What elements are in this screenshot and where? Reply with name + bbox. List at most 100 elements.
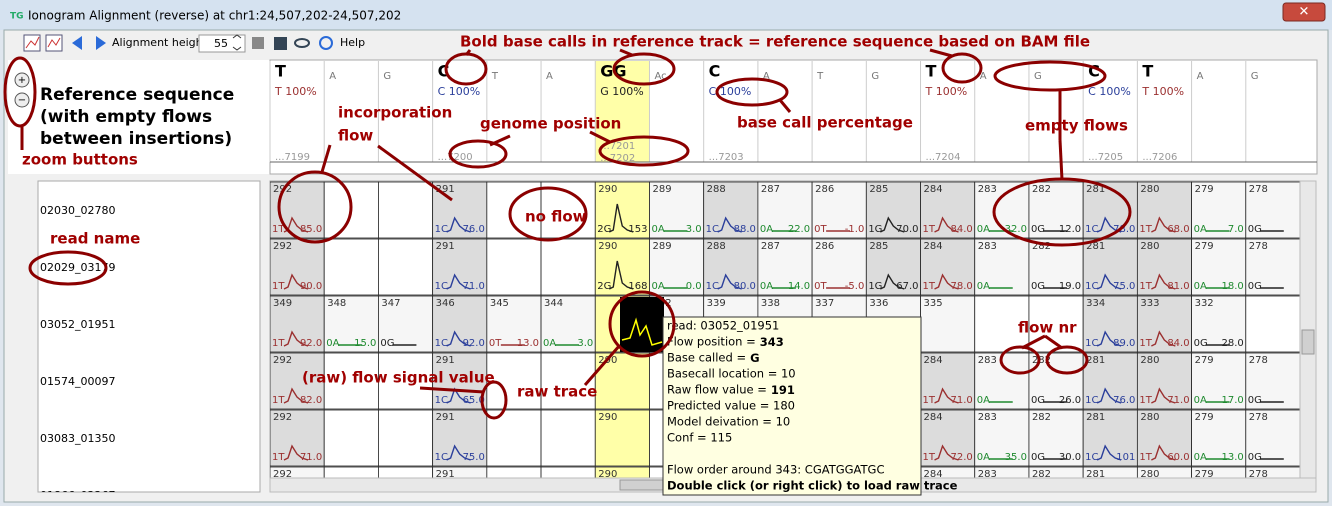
flow-cell[interactable] — [270, 466, 325, 506]
flow-cell[interactable] — [323, 352, 379, 410]
flow-cell[interactable] — [920, 409, 976, 467]
flow-cell[interactable] — [540, 409, 596, 467]
flow-cell[interactable] — [1245, 238, 1300, 296]
flow-cell[interactable] — [920, 466, 976, 506]
flow-cell[interactable] — [378, 466, 434, 506]
flow-cell[interactable] — [865, 238, 921, 296]
read-name[interactable]: 01866_02267 — [40, 489, 116, 502]
flow-cell[interactable] — [594, 238, 650, 296]
link-icon[interactable] — [294, 38, 310, 48]
flow-cell[interactable] — [270, 352, 325, 410]
flow-cell[interactable] — [594, 352, 650, 410]
flow-cell[interactable] — [757, 181, 813, 239]
flow-cell[interactable] — [540, 466, 596, 506]
flow-cell[interactable] — [649, 238, 705, 296]
flow-cell[interactable] — [486, 466, 542, 506]
flow-cell[interactable] — [594, 409, 650, 467]
ann-signal: (raw) flow signal value — [302, 369, 495, 387]
flow-cell[interactable] — [1028, 238, 1084, 296]
flow-cell[interactable] — [1028, 181, 1084, 239]
flow-cell[interactable] — [378, 181, 434, 239]
flow-cell[interactable] — [703, 181, 759, 239]
flow-cell[interactable] — [920, 181, 976, 239]
flow-cell[interactable] — [1136, 238, 1192, 296]
flow-number: 280 — [1140, 412, 1159, 423]
flow-cell[interactable] — [1191, 466, 1247, 506]
flow-cell[interactable] — [323, 238, 379, 296]
flow-cell[interactable] — [703, 238, 759, 296]
flow-cell[interactable] — [1028, 466, 1084, 506]
flow-cell[interactable] — [594, 466, 650, 506]
flow-cell[interactable] — [1191, 295, 1247, 353]
refresh-icon[interactable] — [319, 36, 333, 50]
flow-cell[interactable] — [432, 238, 488, 296]
close-button[interactable] — [1282, 2, 1326, 22]
flow-cell[interactable] — [1245, 352, 1300, 410]
flow-cell[interactable] — [1245, 295, 1300, 353]
flow-cell[interactable] — [1191, 181, 1247, 239]
flow-cell[interactable] — [323, 466, 379, 506]
flow-cell[interactable] — [1136, 409, 1192, 467]
read-name[interactable]: 02030_02780 — [40, 204, 116, 217]
flow-cell[interactable] — [1245, 466, 1300, 506]
flow-cell[interactable] — [270, 409, 325, 467]
flow-cell[interactable] — [1245, 181, 1300, 239]
flow-cell[interactable] — [974, 409, 1030, 467]
next-button[interactable] — [96, 36, 106, 50]
flow-cell[interactable] — [432, 352, 488, 410]
flow-cell[interactable] — [1136, 295, 1192, 353]
flow-cell[interactable] — [649, 181, 705, 239]
flow-cell[interactable] — [974, 466, 1030, 506]
flow-cell[interactable] — [1136, 466, 1192, 506]
flow-cell[interactable] — [920, 238, 976, 296]
base-call: 1T — [923, 224, 936, 235]
flow-cell[interactable] — [540, 238, 596, 296]
read-name[interactable]: 03052_01951 — [40, 318, 116, 331]
flow-cell[interactable] — [1082, 238, 1138, 296]
ann-bold-calls: Bold base calls in reference track = ref… — [460, 33, 1090, 51]
tool-icon[interactable] — [252, 37, 264, 49]
flow-cell[interactable] — [1082, 466, 1138, 506]
flow-cell[interactable] — [974, 295, 1030, 353]
flow-cell[interactable] — [1082, 181, 1138, 239]
raw-trace — [1096, 330, 1122, 347]
read-name[interactable]: 02029_03179 — [40, 261, 116, 274]
zoom-in-button[interactable] — [14, 72, 30, 88]
flow-cell[interactable] — [486, 295, 542, 353]
flow-cell[interactable] — [865, 181, 921, 239]
flow-cell[interactable] — [811, 181, 867, 239]
flow-cell[interactable] — [432, 466, 488, 506]
flow-cell[interactable] — [486, 238, 542, 296]
signal-value: 71.0 — [300, 452, 322, 463]
flow-cell[interactable] — [1136, 352, 1192, 410]
flow-cell[interactable] — [920, 352, 976, 410]
flow-cell[interactable] — [1028, 409, 1084, 467]
flow-cell[interactable] — [540, 295, 596, 353]
flow-cell[interactable] — [1245, 409, 1300, 467]
flow-cell[interactable] — [974, 238, 1030, 296]
read-name[interactable]: 03083_01350 — [40, 432, 116, 445]
ann-arrow — [929, 48, 953, 58]
prev-button[interactable] — [72, 36, 82, 50]
flow-cell[interactable] — [378, 409, 434, 467]
read-name[interactable]: 01574_00097 — [40, 375, 116, 388]
flow-cell[interactable] — [1191, 352, 1247, 410]
flow-cell[interactable] — [323, 295, 379, 353]
flow-cell[interactable] — [378, 352, 434, 410]
flow-cell[interactable] — [757, 238, 813, 296]
chart-icon[interactable] — [23, 34, 41, 52]
zoom-out-button[interactable] — [14, 92, 30, 108]
flow-cell[interactable] — [1082, 352, 1138, 410]
flow-number: 348 — [327, 298, 346, 309]
flow-cell[interactable] — [323, 409, 379, 467]
flow-number: 284 — [924, 355, 943, 366]
flow-cell[interactable] — [1191, 409, 1247, 467]
flow-cell[interactable] — [378, 238, 434, 296]
flow-cell[interactable] — [432, 295, 488, 353]
help-button[interactable]: Help — [340, 36, 365, 49]
flow-cell[interactable] — [811, 238, 867, 296]
vertical-thumb[interactable] — [1301, 329, 1315, 355]
flow-cell[interactable] — [378, 295, 434, 353]
save-icon[interactable] — [274, 37, 287, 50]
flow-cell[interactable] — [1191, 238, 1247, 296]
